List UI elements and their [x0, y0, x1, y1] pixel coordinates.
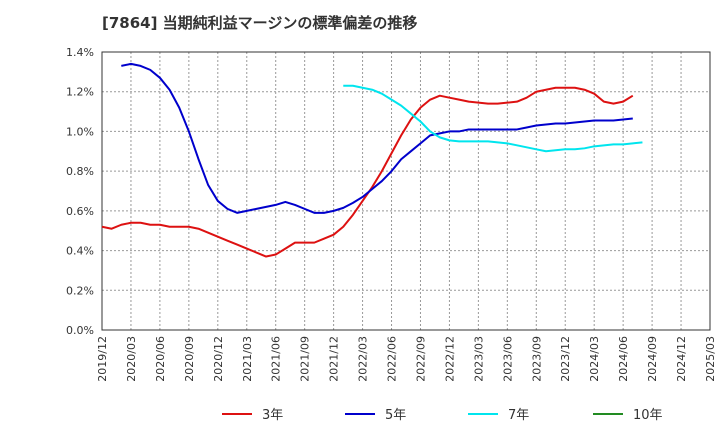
x-tick-label: 2021/09 — [299, 336, 312, 382]
x-tick-label: 2023/12 — [559, 336, 572, 382]
x-tick-label: 2020/03 — [125, 336, 138, 382]
y-tick-label: 1.2% — [66, 86, 94, 99]
x-tick-label: 2022/12 — [443, 336, 456, 382]
legend: 3年 5年 7年 10年 — [222, 408, 663, 423]
x-tick-label: 2023/06 — [501, 336, 514, 382]
x-tick-label: 2020/06 — [154, 336, 167, 382]
x-tick-label: 2024/09 — [646, 336, 659, 382]
series-line-7年 — [343, 84, 643, 153]
legend-label: 10年 — [633, 408, 663, 423]
grid — [101, 51, 711, 331]
x-tick-label: 2023/09 — [530, 336, 543, 382]
x-tick-label: 2021/12 — [328, 336, 341, 382]
x-tick-label: 2022/03 — [357, 336, 370, 382]
chart-title: [7864] 当期純利益マージンの標準偏差の推移 — [102, 14, 418, 32]
axes: 0.0% 0.2% 0.4% 0.6% 0.8% 1.0% 1.2% 1.4% 2019/12 2… — [66, 46, 717, 382]
x-tick-label: 2021/06 — [270, 336, 283, 382]
y-tick-label: 1.0% — [66, 125, 94, 138]
x-tick-label: 2022/06 — [386, 336, 399, 382]
x-tick-label: 2024/12 — [675, 336, 688, 382]
plot-frame — [101, 51, 711, 331]
y-tick-label: 0.8% — [66, 165, 94, 178]
x-tick-label: 2022/09 — [414, 336, 427, 382]
x-tick-label: 2020/09 — [183, 336, 196, 382]
x-tick-label: 2021/03 — [241, 336, 254, 382]
x-tick-label: 2023/03 — [472, 336, 485, 382]
x-tick-label: 2019/12 — [96, 336, 109, 382]
y-tick-label: 0.4% — [66, 245, 94, 258]
y-tick-label: 0.2% — [66, 284, 94, 297]
x-tick-label: 2025/03 — [704, 336, 717, 382]
y-tick-label: 0.0% — [66, 324, 94, 337]
x-tick-label: 2024/03 — [588, 336, 601, 382]
y-tick-label: 1.4% — [66, 46, 94, 59]
legend-label: 7年 — [508, 408, 529, 423]
x-tick-label: 2020/12 — [212, 336, 225, 382]
y-tick-label: 0.6% — [66, 205, 94, 218]
x-tick-label: 2024/06 — [617, 336, 630, 382]
legend-label: 5年 — [385, 408, 406, 423]
legend-label: 3年 — [262, 408, 283, 423]
series-line-5年 — [121, 62, 633, 214]
series-lines — [101, 62, 643, 258]
